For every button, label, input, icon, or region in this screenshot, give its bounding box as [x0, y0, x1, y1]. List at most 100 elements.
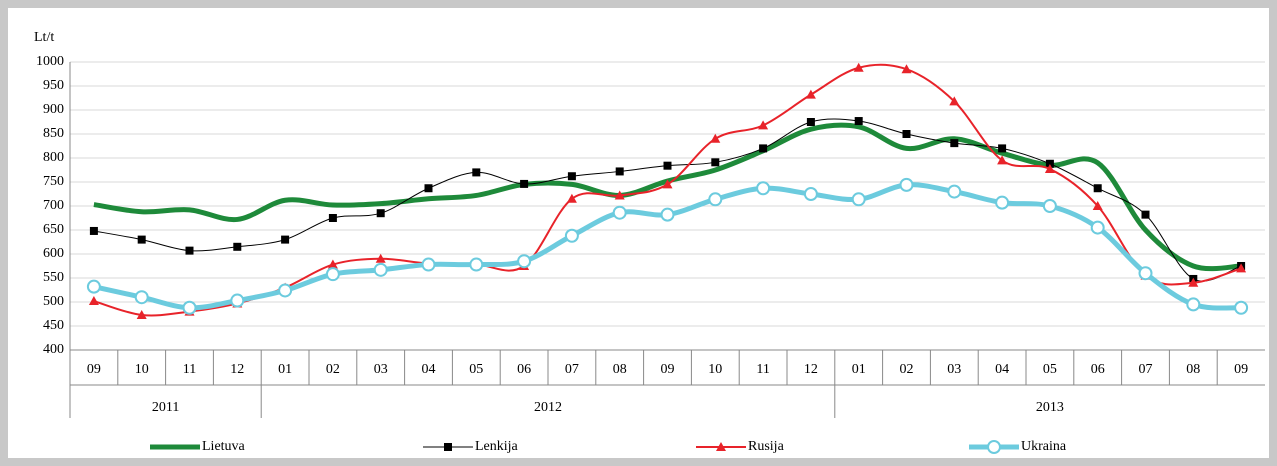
point-marker	[806, 118, 815, 126]
x-tick-label: 06	[1091, 362, 1105, 377]
point-marker	[615, 167, 624, 176]
x-tick-label: 09	[87, 362, 101, 377]
x-tick-label: 12	[804, 362, 818, 377]
point-marker	[1138, 266, 1153, 281]
point-marker	[328, 214, 337, 222]
point-marker	[901, 64, 912, 74]
point-marker	[759, 144, 768, 153]
point-marker	[373, 262, 388, 277]
legend-label: Lietuva	[202, 439, 246, 454]
y-tick-label: 400	[43, 342, 64, 357]
point-marker	[567, 172, 576, 181]
y-tick-label: 1000	[36, 54, 64, 69]
point-marker	[660, 207, 675, 222]
point-marker	[997, 155, 1008, 165]
legend-label: Rusija	[748, 439, 785, 454]
y-tick-label: 700	[43, 198, 64, 213]
point-marker	[182, 300, 197, 315]
x-tick-label: 05	[1043, 362, 1057, 377]
point-marker	[947, 184, 962, 199]
x-tick-label: 07	[565, 362, 579, 377]
point-marker	[233, 242, 242, 251]
legend-label: Ukraina	[1021, 439, 1067, 454]
point-marker	[424, 184, 433, 193]
y-tick-label: 850	[43, 126, 64, 141]
y-tick-label: 800	[43, 150, 64, 165]
x-tick-label: 10	[708, 362, 722, 377]
legend-marker	[716, 442, 726, 451]
y-axis-label: Lt/t	[34, 30, 54, 45]
point-marker	[327, 259, 338, 269]
x-tick-label: 11	[756, 362, 769, 377]
point-marker	[805, 89, 816, 99]
y-tick-label: 550	[43, 270, 64, 285]
point-marker	[1236, 263, 1247, 273]
y-tick-label: 900	[43, 102, 64, 117]
y-tick-label: 600	[43, 246, 64, 261]
x-tick-label: 03	[374, 362, 388, 377]
year-label: 2012	[534, 400, 562, 415]
point-marker	[1044, 164, 1055, 174]
point-marker	[1188, 277, 1199, 287]
x-tick-label: 01	[852, 362, 866, 377]
point-marker	[185, 246, 194, 255]
x-tick-label: 01	[278, 362, 292, 377]
point-marker	[88, 296, 99, 306]
point-marker	[711, 158, 720, 167]
point-marker	[1042, 199, 1057, 213]
point-marker	[137, 235, 146, 244]
x-tick-label: 06	[517, 362, 531, 377]
x-tick-label: 09	[1234, 362, 1248, 377]
legend-marker	[987, 440, 1001, 454]
point-marker	[469, 257, 484, 272]
point-marker	[851, 192, 866, 207]
point-marker	[663, 161, 672, 170]
point-marker	[375, 253, 386, 263]
point-marker	[278, 283, 293, 298]
point-marker	[86, 279, 101, 294]
y-tick-label: 450	[43, 318, 64, 333]
point-marker	[520, 179, 529, 188]
y-tick-label: 750	[43, 174, 64, 189]
point-marker	[1234, 300, 1249, 315]
year-label: 2011	[152, 400, 179, 415]
point-marker	[803, 187, 818, 201]
y-tick-label: 950	[43, 78, 64, 93]
point-marker	[136, 309, 147, 319]
legend-marker	[444, 443, 452, 451]
point-marker	[995, 195, 1010, 210]
point-marker	[421, 257, 436, 272]
x-tick-label: 12	[230, 362, 244, 377]
point-marker	[230, 293, 245, 308]
point-marker	[1092, 201, 1103, 210]
x-tick-label: 05	[469, 362, 483, 377]
x-tick-label: 11	[183, 362, 196, 377]
point-marker	[899, 177, 914, 192]
point-marker	[89, 226, 98, 235]
x-tick-label: 09	[661, 362, 675, 377]
point-marker	[612, 205, 627, 220]
point-marker	[614, 190, 625, 200]
x-tick-label: 07	[1139, 362, 1153, 377]
legend-label: Lenkija	[475, 439, 519, 454]
point-marker	[376, 209, 385, 218]
x-tick-label: 10	[135, 362, 149, 377]
point-marker	[950, 139, 959, 148]
x-tick-label: 04	[995, 362, 1009, 377]
x-tick-label: 04	[422, 362, 436, 377]
point-marker	[134, 290, 149, 305]
point-marker	[564, 228, 579, 243]
point-marker	[472, 168, 481, 177]
point-marker	[998, 144, 1007, 153]
point-marker	[756, 181, 771, 196]
y-tick-label: 650	[43, 222, 64, 237]
point-marker	[325, 267, 340, 282]
point-marker	[517, 254, 532, 269]
x-tick-label: 02	[900, 362, 914, 377]
x-tick-label: 08	[1186, 362, 1200, 377]
point-marker	[1186, 297, 1201, 312]
point-marker	[710, 133, 721, 143]
point-marker	[853, 62, 864, 72]
point-marker	[854, 117, 863, 126]
